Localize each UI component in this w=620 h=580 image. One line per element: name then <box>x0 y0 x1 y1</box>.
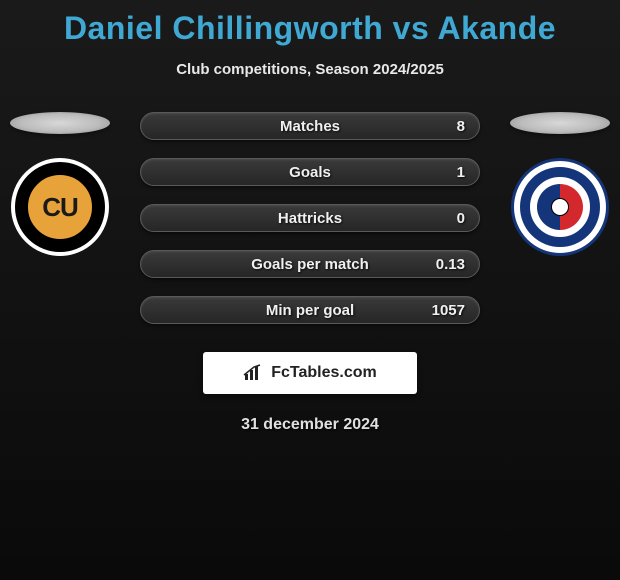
stat-value: 0.13 <box>436 256 465 273</box>
stat-row: Hattricks 0 <box>140 204 480 232</box>
stat-label: Goals <box>289 164 331 181</box>
right-player-column <box>506 112 614 256</box>
stats-bars: Matches 8 Goals 1 Hattricks 0 Goals per … <box>140 112 480 324</box>
stat-value: 0 <box>457 210 465 227</box>
right-club-logo-ball <box>551 198 569 216</box>
stat-row: Goals 1 <box>140 158 480 186</box>
left-club-logo: CU <box>11 158 109 256</box>
stat-label: Min per goal <box>266 302 354 319</box>
stat-row: Matches 8 <box>140 112 480 140</box>
stat-value: 1057 <box>432 302 465 319</box>
stat-label: Hattricks <box>278 210 342 227</box>
stat-label: Matches <box>280 118 340 135</box>
brand-text: FcTables.com <box>271 364 377 382</box>
stat-label: Goals per match <box>251 256 369 273</box>
content-area: CU Matches 8 Goals 1 Hattricks 0 Goals p… <box>0 112 620 434</box>
chart-icon <box>243 364 265 382</box>
brand-badge: FcTables.com <box>203 352 417 394</box>
subtitle: Club competitions, Season 2024/2025 <box>0 61 620 78</box>
right-club-logo-center <box>537 184 583 230</box>
date-text: 31 december 2024 <box>0 416 620 434</box>
avatar-placeholder-left <box>10 112 110 134</box>
stat-row: Goals per match 0.13 <box>140 250 480 278</box>
right-club-logo <box>511 158 609 256</box>
avatar-placeholder-right <box>510 112 610 134</box>
stat-row: Min per goal 1057 <box>140 296 480 324</box>
left-club-logo-text: CU <box>25 172 95 242</box>
comparison-title: Daniel Chillingworth vs Akande <box>0 0 620 47</box>
stat-value: 1 <box>457 164 465 181</box>
stat-value: 8 <box>457 118 465 135</box>
left-player-column: CU <box>6 112 114 256</box>
